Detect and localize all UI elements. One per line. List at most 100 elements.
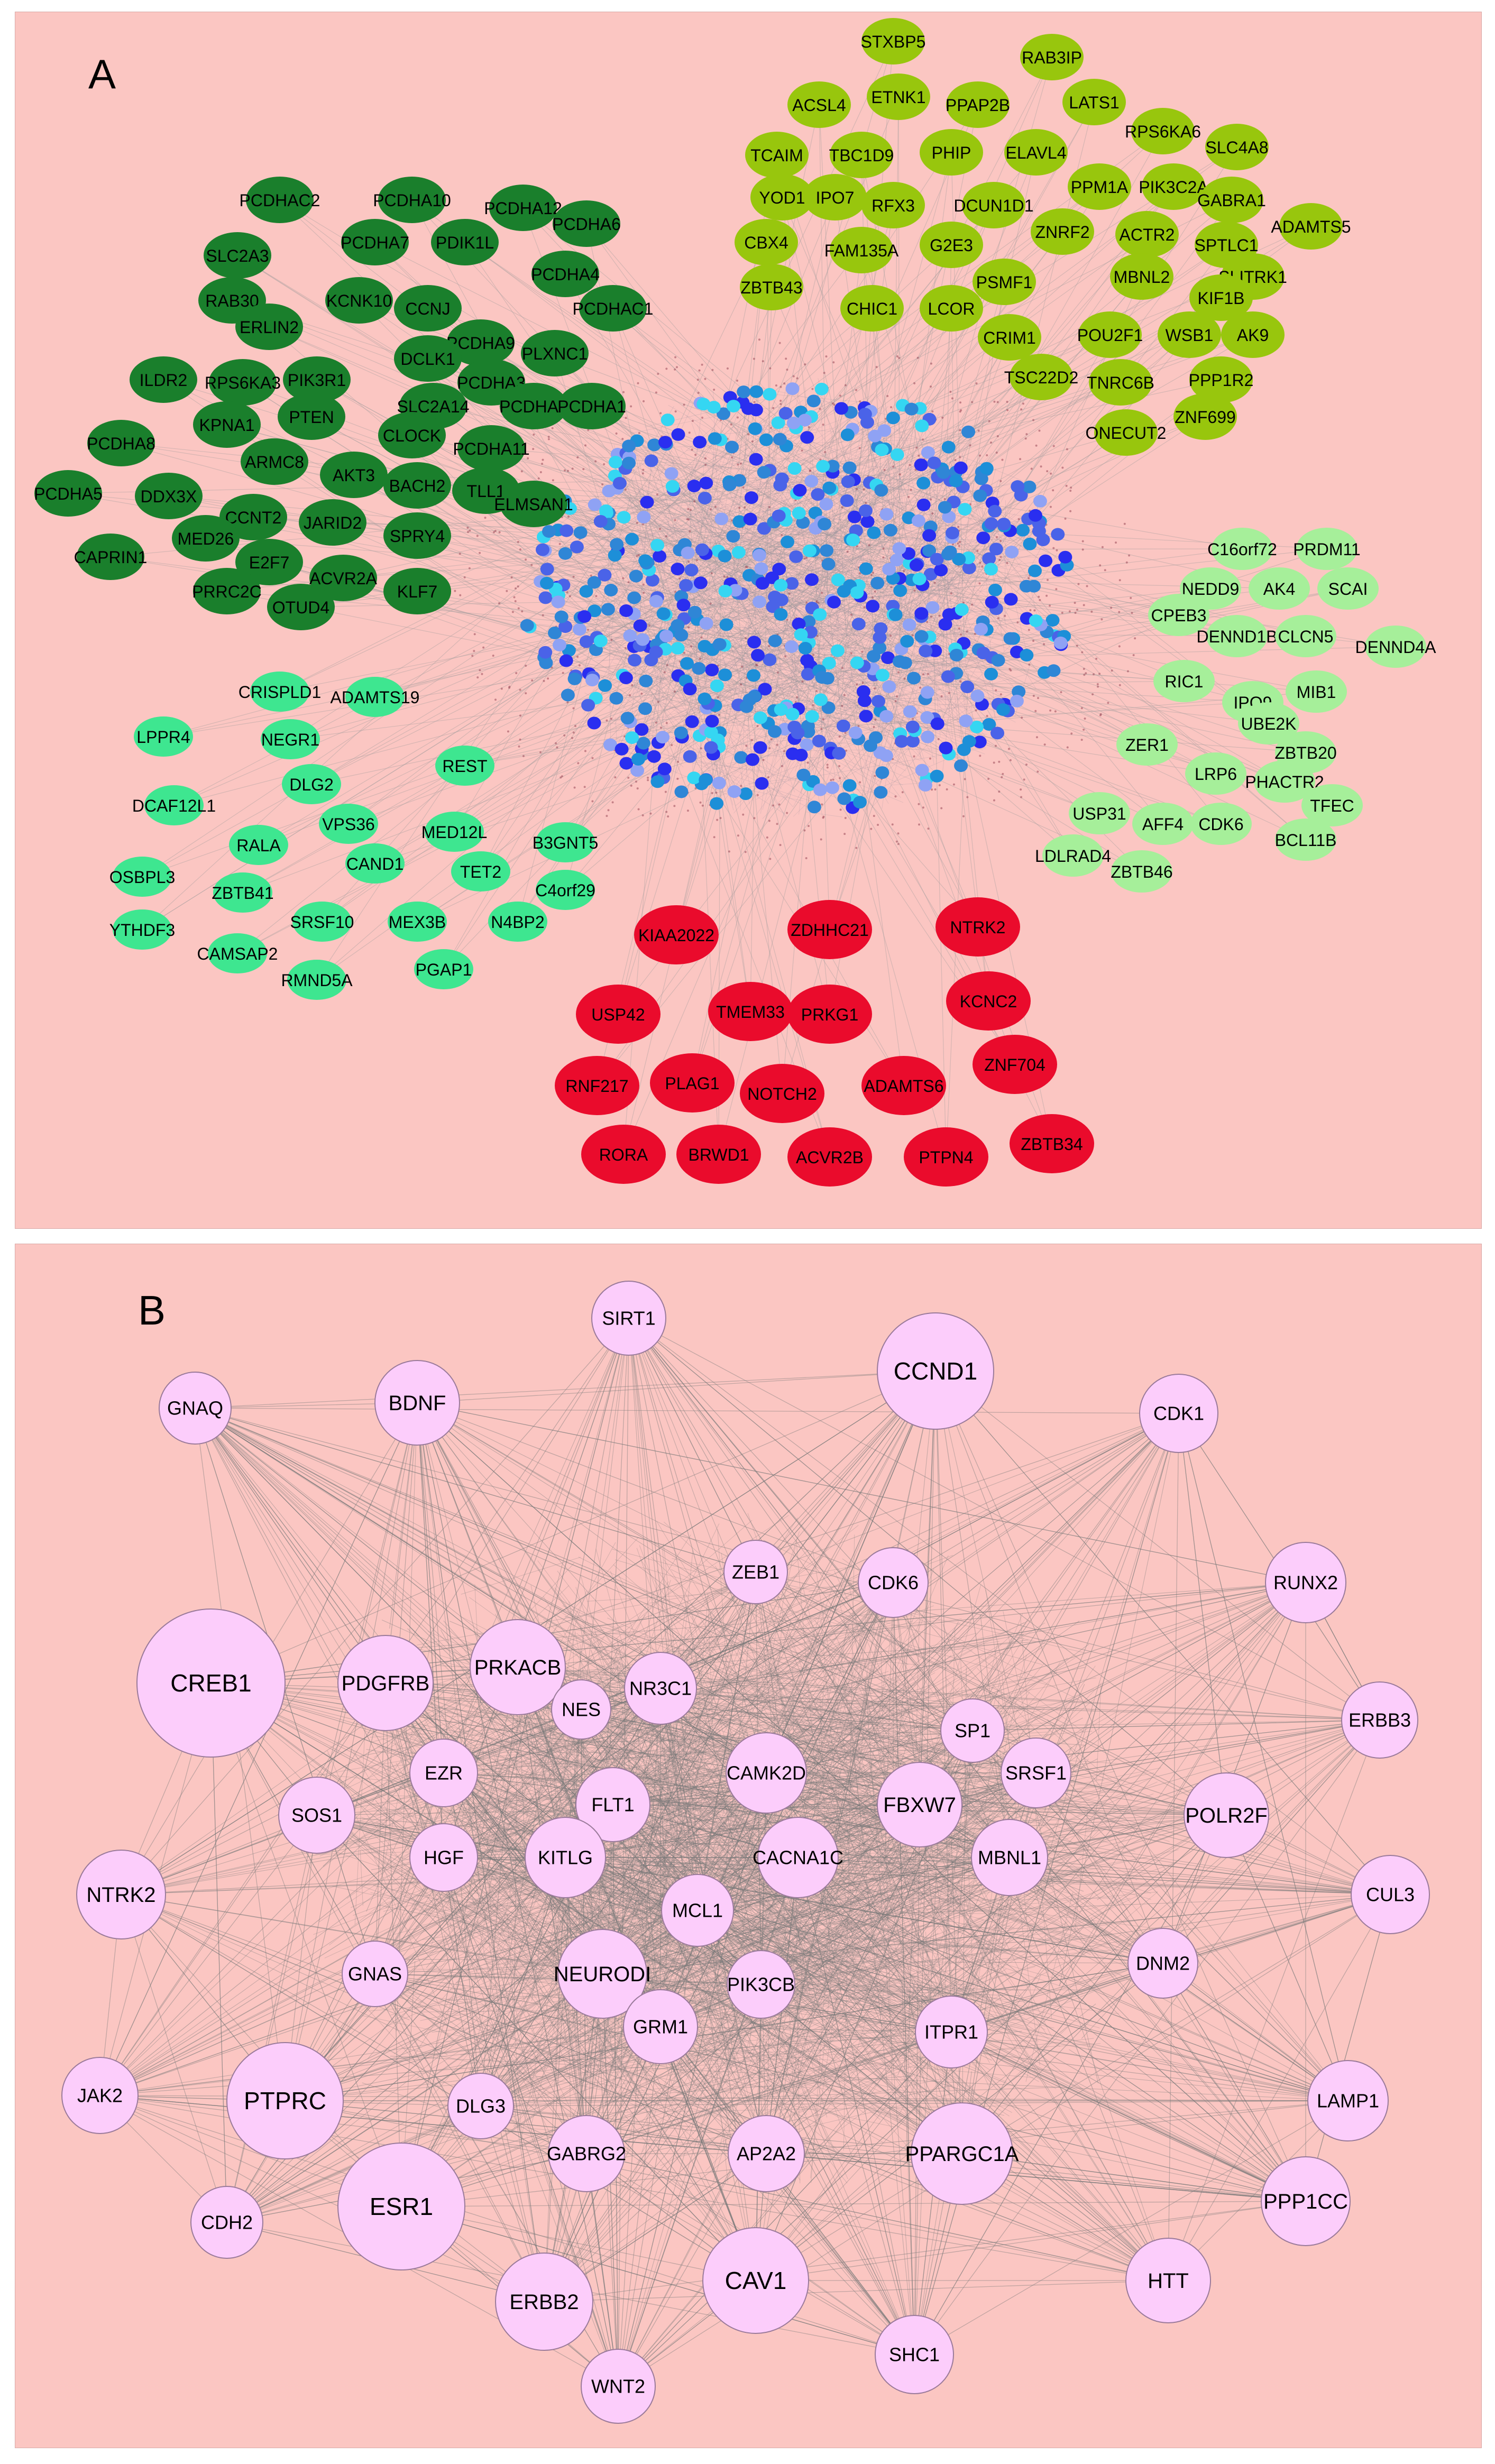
core-dot [786,812,788,814]
core-dot [1006,409,1009,411]
core-dot [768,747,771,750]
gene-label: AK4 [1263,580,1295,599]
gene-label: ACSL4 [792,96,846,115]
core-dot [1100,618,1103,621]
core-dot [913,755,915,758]
core-node [755,577,769,590]
core-dot [839,808,842,811]
core-node [900,635,914,648]
gene-label: KLF7 [397,582,437,601]
core-node [846,534,860,547]
core-node [850,656,864,669]
hub-label: CDK1 [1153,1403,1204,1424]
core-dot [979,562,982,564]
gene-node: RALA [229,825,288,865]
core-dot [915,446,918,449]
core-dot [518,745,520,748]
core-dot [951,397,953,400]
core-dot [739,462,742,465]
core-dot [856,683,858,686]
core-dot [1132,654,1135,656]
core-dot [659,727,662,729]
gene-node-circle [740,1064,824,1123]
core-dot [690,645,693,648]
core-dot [541,463,544,465]
gene-node: DDX3X [135,473,203,519]
core-dot [794,701,797,703]
core-dot [918,823,921,826]
core-node [882,563,896,576]
core-dot [801,680,804,683]
core-dot [756,794,759,796]
hub-node: AP2A2 [728,2115,805,2192]
core-node [775,472,789,485]
core-dot [958,545,960,547]
core-dot [1019,458,1022,461]
core-node [558,547,572,560]
core-dot [1056,549,1058,551]
core-dot [1035,736,1038,739]
hub-node-circle [723,1540,788,1604]
gene-label: DCLK1 [400,350,455,369]
core-dot [769,858,772,860]
gene-node-circle [1148,594,1209,636]
core-dot [855,389,858,391]
core-node [671,428,685,441]
gene-node-circle [576,985,661,1044]
gene-node: ARMC8 [241,438,308,485]
gene-label: ZDHHC21 [791,921,869,940]
core-dot [674,591,677,593]
core-dot [901,791,904,794]
gene-label: RNF217 [565,1077,628,1096]
core-node [520,619,534,632]
gene-label: PCDHA4 [531,265,600,284]
core-node [819,498,833,511]
gene-node-circle [394,285,462,332]
core-cluster [454,338,1136,860]
core-dot [519,688,521,691]
gene-label: PGAP1 [416,960,472,979]
core-node [916,476,931,490]
hub-node-circle [1351,1855,1430,1934]
core-dot [716,819,719,821]
gene-label: ZNF699 [1175,408,1236,427]
gene-label: ZBTB43 [740,278,802,297]
core-node [768,635,782,648]
core-node [814,382,829,396]
panel-a-label: A [88,51,116,97]
gene-node-circle [235,304,303,350]
core-node [1036,533,1050,546]
gene-node: ZNF699 [1173,393,1237,440]
core-dot [766,836,768,839]
gene-node: PRKG1 [787,985,872,1044]
core-dot [663,671,666,674]
hub-label: DNM2 [1136,1953,1190,1974]
hub-label: PPP1CC [1263,2190,1348,2213]
gene-node-circle [973,259,1036,305]
gene-node: AKT3 [320,452,388,498]
gene-node: CAPRIN1 [74,534,147,580]
core-node [801,668,815,681]
core-dot [525,665,527,667]
core-dot [584,444,587,447]
gene-label: SPTLC1 [1195,236,1259,255]
gene-node-circle [394,335,462,382]
core-node [973,735,987,749]
core-dot [778,803,781,806]
core-dot [891,823,894,826]
core-dot [1021,716,1023,719]
core-node [802,544,817,557]
core-node [860,515,875,528]
core-dot [566,470,569,472]
gene-node-circle [787,900,872,959]
core-node [813,783,827,796]
gene-node: SCAI [1317,567,1379,610]
gene-label: ADAMTS6 [864,1077,943,1096]
gene-node-circle [634,905,719,964]
core-dot [1084,717,1086,720]
hub-node-circle [911,2102,1013,2205]
gene-node-circle [740,264,803,310]
gene-node-circle [787,985,872,1044]
